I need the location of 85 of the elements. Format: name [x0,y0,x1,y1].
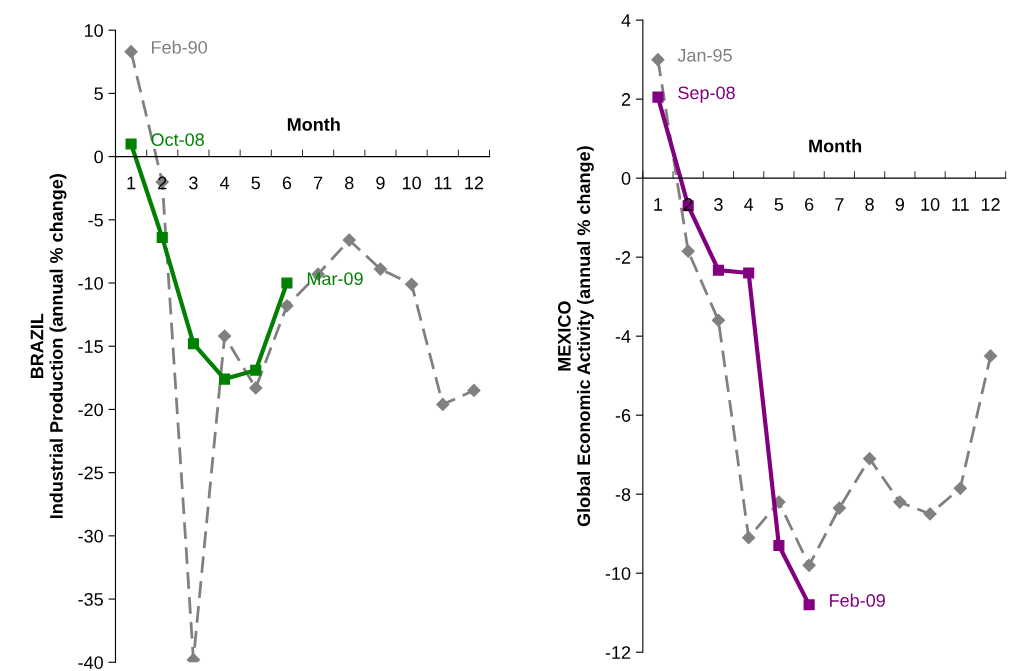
y-tick-label: -6 [615,409,631,422]
annotation: Feb-90 [152,40,208,54]
point [342,233,356,247]
x-tick-label: 7 [314,176,323,190]
point [711,313,726,327]
y-tick-label: -25 [78,466,103,480]
y-tick-label: 0 [94,150,103,164]
x-tick-label: 4 [744,198,754,211]
x-tick-label: 12 [981,198,1000,211]
y-tick-label: 4 [621,14,631,27]
point [219,373,231,385]
y-axis-title: MEXICO Global Economic Activity (annual % change) [557,146,594,527]
annotation: Oct-08 [151,133,204,147]
y-tick-label: 10 [84,24,103,37]
point [249,381,263,395]
point [373,262,388,276]
point [773,539,785,552]
point [712,264,724,276]
point [803,599,815,611]
y-tick-label: -8 [615,488,631,501]
x-tick-label: 3 [189,176,198,190]
y-tick-label: -35 [78,593,103,606]
point [802,558,816,572]
point [281,277,293,289]
y-tick-label: -20 [78,403,103,417]
y-tick-label: -30 [78,529,103,543]
point [863,452,877,466]
point [651,53,665,67]
point [436,397,450,411]
x-tick-label: 4 [219,176,230,190]
point [953,481,967,495]
x-tick-label: 2 [158,176,167,190]
x-tick-label: 6 [805,198,814,211]
x-tick-label: 11 [952,198,969,211]
x-tick-label: 8 [865,198,874,211]
y-tick-label: -4 [615,330,631,343]
x-tick-label: 10 [921,198,940,211]
point [280,299,294,313]
annotation: Sep-08 [678,86,735,103]
x-tick-label: 2 [684,198,693,211]
y-tick-label: 5 [94,87,103,101]
y-axis-title: BRAZIL Industrial Production (annual % change) [30,174,67,519]
point [743,267,755,279]
x-tick-label: 12 [465,176,484,190]
x-tick-label: 5 [251,176,261,190]
y-tick-label: -12 [605,646,631,659]
point [652,91,664,103]
x-tick-label: 1 [127,176,136,190]
annotation: Mar-09 [307,272,363,286]
point [405,277,419,291]
point [125,138,137,150]
point [923,507,937,521]
x-tick-label: 5 [774,198,784,211]
x-tick-label: 6 [282,176,292,190]
x-axis-title: Month [809,139,862,153]
y-tick-label: -10 [78,276,103,290]
point [832,501,846,515]
point [681,244,695,258]
x-tick-label: 1 [654,198,663,211]
x-tick-label: 8 [345,176,354,190]
y-tick-label: -2 [615,251,631,264]
x-tick-label: 9 [895,198,904,211]
point [983,349,998,363]
annotation: Feb-09 [830,593,885,607]
point [124,45,138,59]
y-tick-label: -5 [88,213,103,227]
point [156,231,168,244]
x-tick-label: 10 [402,176,421,190]
point [742,531,756,545]
point [187,338,199,350]
point [467,383,481,398]
y-tick-label: 2 [621,93,631,106]
point [893,495,907,509]
annotation: Jan-95 [677,48,732,62]
y-tick-label: 0 [621,172,631,185]
y-tick-label: -40 [78,656,103,669]
x-tick-label: 11 [434,176,452,190]
x-tick-label: 3 [714,198,723,211]
point [250,364,262,376]
x-tick-label: 9 [376,176,385,190]
point [217,329,232,343]
x-tick-label: 7 [835,198,844,211]
y-tick-label: -10 [605,567,631,580]
x-axis-title: Month [287,117,340,131]
y-tick-label: -15 [78,340,103,353]
